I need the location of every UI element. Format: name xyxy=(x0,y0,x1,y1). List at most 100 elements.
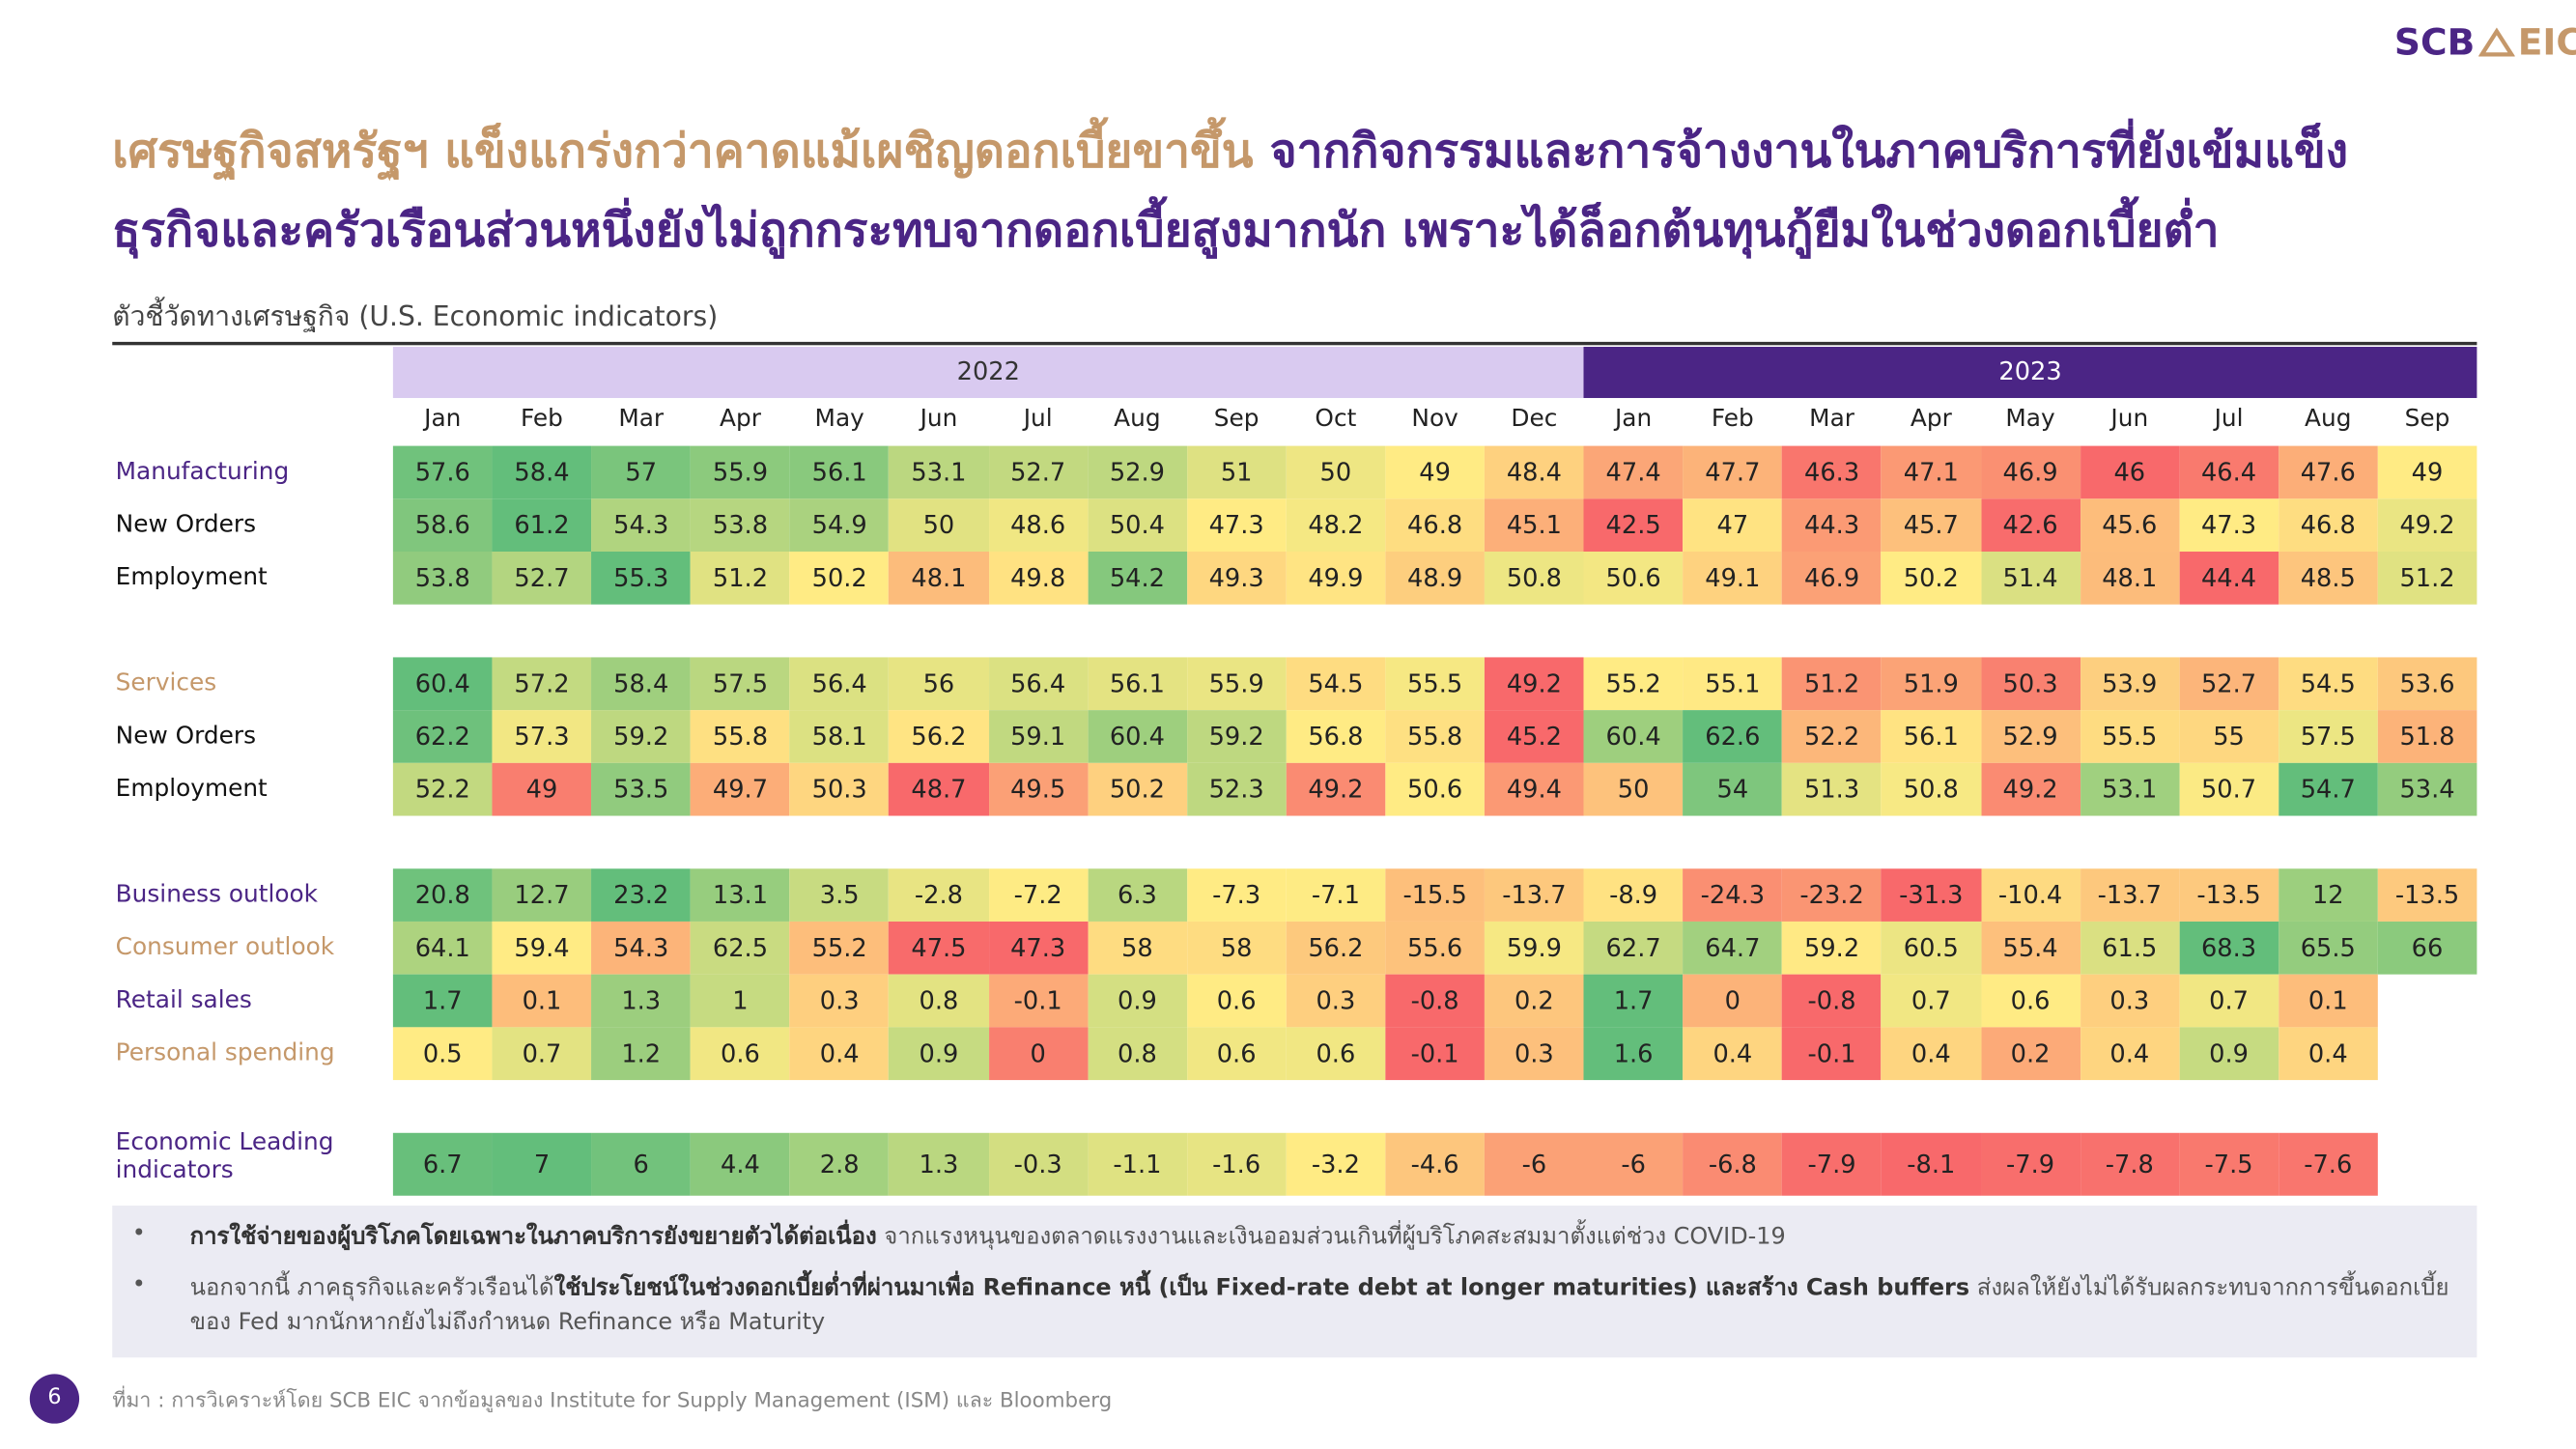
heat-cell: 59.2 xyxy=(591,710,692,763)
logo: SCB EIC xyxy=(2394,23,2576,65)
heat-cell: 55 xyxy=(2179,710,2279,763)
heat-cell: -6 xyxy=(1583,1132,1684,1196)
heat-cell: 55.8 xyxy=(691,710,790,763)
heat-cell: 50.7 xyxy=(2179,762,2279,816)
heat-cell: 65.5 xyxy=(2278,921,2378,975)
heat-cell: 58.4 xyxy=(492,445,592,499)
row-label: Personal spending xyxy=(115,1040,335,1067)
heat-cell: 47.7 xyxy=(1683,445,1783,499)
heat-cell: 49.2 xyxy=(1485,657,1584,711)
heat-cell: 48.7 xyxy=(889,762,989,816)
heat-cell: 56.2 xyxy=(889,710,989,763)
heat-cell: 52.7 xyxy=(988,445,1089,499)
heat-cell: 68.3 xyxy=(2179,921,2279,975)
heat-cell: 56.8 xyxy=(1286,710,1386,763)
heat-cell: 0.4 xyxy=(2080,1027,2180,1081)
heat-cell: 50.8 xyxy=(1485,552,1584,605)
heat-cell: 59.1 xyxy=(988,710,1089,763)
heat-cell: -0.1 xyxy=(988,974,1089,1028)
bullet: • xyxy=(131,1271,146,1298)
heat-cell: 64.7 xyxy=(1683,921,1783,975)
heat-cell: 0.3 xyxy=(789,974,890,1028)
heat-cell: 56.4 xyxy=(789,657,890,711)
heat-cell: 55.3 xyxy=(591,552,692,605)
heat-cell: 3.5 xyxy=(789,868,890,922)
heat-cell: 64.1 xyxy=(392,921,493,975)
month-header: Apr xyxy=(720,406,761,433)
heat-cell: -0.8 xyxy=(1782,974,1882,1028)
heat-cell: 53.9 xyxy=(2080,657,2180,711)
month-header: Mar xyxy=(1809,406,1854,433)
note-segment: การใช้จ่ายของผู้บริโภคโดยเฉพาะในภาคบริกา… xyxy=(189,1223,877,1251)
heat-cell: 0 xyxy=(988,1027,1089,1081)
heat-cell: 46.8 xyxy=(2278,498,2378,553)
month-header: Jun xyxy=(2110,406,2149,433)
heat-cell: -7.2 xyxy=(988,868,1089,922)
heat-cell: 51.3 xyxy=(1782,762,1882,816)
heat-cell: 4.4 xyxy=(691,1132,790,1196)
heat-cell: 0.6 xyxy=(1186,974,1287,1028)
heat-cell: 0.7 xyxy=(492,1027,592,1081)
heat-cell: 1.3 xyxy=(889,1132,989,1196)
heat-cell: 53.6 xyxy=(2377,657,2477,711)
heat-cell: 0.8 xyxy=(1088,1027,1187,1081)
heat-cell: 50 xyxy=(889,498,989,553)
logo-right: EIC xyxy=(2517,22,2576,65)
heat-cell: -1.1 xyxy=(1088,1132,1187,1196)
heat-cell: 54.3 xyxy=(591,921,692,975)
heat-cell: 1.6 xyxy=(1583,1027,1684,1081)
note-segment: ส่งผลให้ยังไม่ได้รับผลกระทบจากการขึ้นดอก… xyxy=(189,1274,2449,1337)
logo-left: SCB xyxy=(2393,22,2476,65)
heat-cell: 0.1 xyxy=(2278,974,2378,1028)
heat-cell: -23.2 xyxy=(1782,868,1882,922)
heat-cell: 52.9 xyxy=(1088,445,1187,499)
heat-cell: 13.1 xyxy=(691,868,790,922)
heat-cell: 49.9 xyxy=(1286,552,1386,605)
heat-cell: 51.2 xyxy=(691,552,790,605)
heat-cell: 47 xyxy=(1683,498,1783,553)
heat-cell: 50.2 xyxy=(1881,552,1981,605)
heat-cell: 50.2 xyxy=(1088,762,1187,816)
heat-cell: 0.3 xyxy=(2080,974,2180,1028)
heat-cell: 46.3 xyxy=(1782,445,1882,499)
heat-cell: 0.4 xyxy=(1881,1027,1981,1081)
note-segment: นอกจากนี้ ภาคธุรกิจและครัวเรือนได้ xyxy=(189,1274,554,1302)
month-header: Feb xyxy=(521,406,563,433)
month-header: Jul xyxy=(2214,406,2244,433)
bullet: • xyxy=(131,1220,146,1247)
heat-cell: 50.3 xyxy=(1980,657,2081,711)
heat-cell: -1.6 xyxy=(1186,1132,1287,1196)
heat-cell: 52.3 xyxy=(1186,762,1287,816)
heat-cell: -0.8 xyxy=(1385,974,1485,1028)
heat-cell: -8.9 xyxy=(1583,868,1684,922)
heat-cell: 48.9 xyxy=(1385,552,1485,605)
heat-cell: 48.6 xyxy=(988,498,1089,553)
heat-cell: 47.3 xyxy=(2179,498,2279,553)
heat-cell: -13.5 xyxy=(2377,868,2477,922)
heat-cell: -6 xyxy=(1485,1132,1584,1196)
heat-cell: 49.2 xyxy=(1286,762,1386,816)
heat-cell: 59.2 xyxy=(1782,921,1882,975)
heat-cell: 46 xyxy=(2080,445,2180,499)
heat-cell: 49.5 xyxy=(988,762,1089,816)
heat-cell: -7.3 xyxy=(1186,868,1287,922)
heat-cell: 50.8 xyxy=(1881,762,1981,816)
heat-cell: 49.7 xyxy=(691,762,790,816)
month-header: Jan xyxy=(1614,406,1653,433)
heat-cell: 58 xyxy=(1088,921,1187,975)
heat-cell: 48.4 xyxy=(1485,445,1584,499)
heat-cell: 45.6 xyxy=(2080,498,2180,553)
heat-cell: 52.2 xyxy=(1782,710,1882,763)
heat-cell: 57.2 xyxy=(492,657,592,711)
heat-cell: -15.5 xyxy=(1385,868,1485,922)
heat-cell: 54.9 xyxy=(789,498,890,553)
heat-cell: 51.2 xyxy=(2377,552,2477,605)
heat-cell: 55.5 xyxy=(2080,710,2180,763)
heat-cell: -4.6 xyxy=(1385,1132,1485,1196)
heat-cell: 58 xyxy=(1186,921,1287,975)
heat-cell: 49 xyxy=(2377,445,2477,499)
heat-cell: 42.5 xyxy=(1583,498,1684,553)
heat-cell: 1.3 xyxy=(591,974,692,1028)
heat-cell: -13.7 xyxy=(1485,868,1584,922)
